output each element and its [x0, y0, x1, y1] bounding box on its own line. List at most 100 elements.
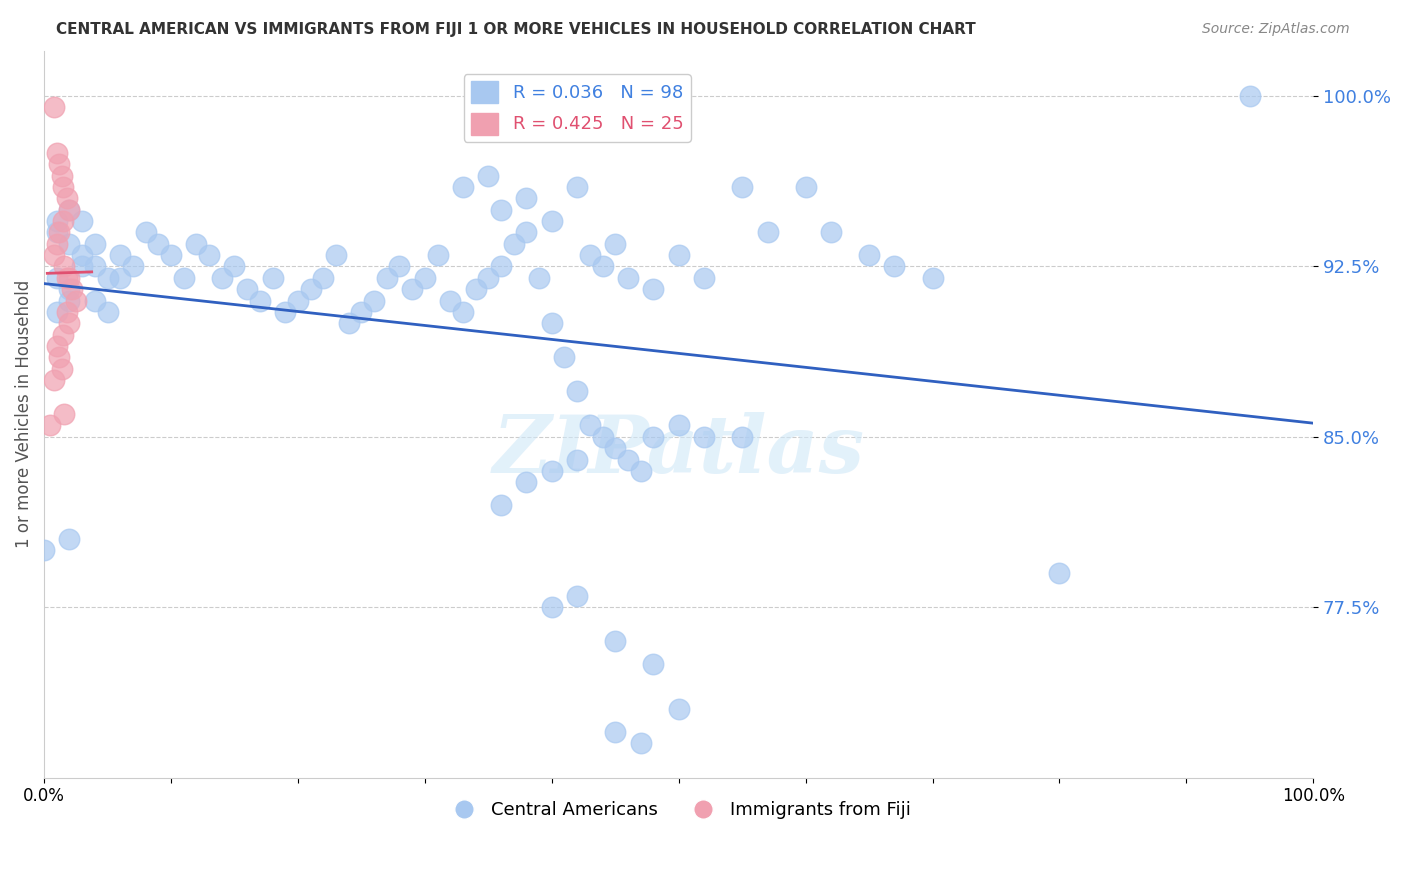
Point	[794, 180, 817, 194]
Point	[58, 316, 80, 330]
Point	[565, 384, 588, 399]
Text: Source: ZipAtlas.com: Source: ZipAtlas.com	[1202, 22, 1350, 37]
Point	[45, 145, 67, 160]
Point	[515, 475, 537, 490]
Point	[630, 464, 652, 478]
Point	[58, 282, 80, 296]
Point	[731, 180, 754, 194]
Point	[693, 270, 716, 285]
Point	[58, 202, 80, 217]
Point	[51, 169, 73, 183]
Point	[921, 270, 943, 285]
Point	[375, 270, 398, 285]
Point	[45, 339, 67, 353]
Point	[52, 327, 75, 342]
Point	[58, 202, 80, 217]
Point	[236, 282, 259, 296]
Point	[52, 214, 75, 228]
Point	[1049, 566, 1071, 581]
Point	[439, 293, 461, 308]
Point	[605, 236, 627, 251]
Point	[44, 248, 66, 262]
Point	[553, 351, 575, 365]
Point	[312, 270, 335, 285]
Point	[83, 236, 105, 251]
Point	[756, 226, 779, 240]
Point	[48, 226, 70, 240]
Point	[39, 418, 62, 433]
Point	[51, 361, 73, 376]
Point	[58, 270, 80, 285]
Point	[110, 270, 132, 285]
Point	[198, 248, 221, 262]
Point	[70, 214, 93, 228]
Point	[350, 305, 373, 319]
Point	[274, 305, 297, 319]
Point	[592, 430, 614, 444]
Point	[48, 157, 70, 171]
Point	[489, 260, 512, 274]
Point	[489, 498, 512, 512]
Point	[325, 248, 347, 262]
Point	[540, 464, 562, 478]
Point	[527, 270, 550, 285]
Point	[693, 430, 716, 444]
Point	[45, 305, 67, 319]
Point	[70, 248, 93, 262]
Point	[173, 270, 195, 285]
Point	[605, 634, 627, 648]
Point	[135, 226, 157, 240]
Point	[58, 532, 80, 546]
Point	[83, 293, 105, 308]
Point	[489, 202, 512, 217]
Point	[83, 260, 105, 274]
Point	[97, 270, 120, 285]
Point	[540, 316, 562, 330]
Point	[32, 543, 55, 558]
Point	[565, 589, 588, 603]
Point	[65, 293, 87, 308]
Point	[160, 248, 183, 262]
Point	[630, 737, 652, 751]
Point	[56, 191, 79, 205]
Point	[44, 100, 66, 114]
Point	[45, 270, 67, 285]
Point	[413, 270, 436, 285]
Point	[883, 260, 905, 274]
Y-axis label: 1 or more Vehicles in Household: 1 or more Vehicles in Household	[15, 280, 32, 549]
Point	[45, 236, 67, 251]
Point	[464, 282, 486, 296]
Point	[58, 293, 80, 308]
Point	[401, 282, 423, 296]
Point	[426, 248, 449, 262]
Point	[122, 260, 145, 274]
Point	[451, 180, 474, 194]
Point	[287, 293, 309, 308]
Point	[110, 248, 132, 262]
Point	[211, 270, 233, 285]
Point	[565, 452, 588, 467]
Point	[477, 270, 499, 285]
Text: CENTRAL AMERICAN VS IMMIGRANTS FROM FIJI 1 OR MORE VEHICLES IN HOUSEHOLD CORRELA: CENTRAL AMERICAN VS IMMIGRANTS FROM FIJI…	[56, 22, 976, 37]
Point	[643, 657, 665, 671]
Point	[45, 214, 67, 228]
Point	[643, 282, 665, 296]
Point	[262, 270, 284, 285]
Point	[579, 248, 602, 262]
Point	[565, 180, 588, 194]
Point	[477, 169, 499, 183]
Point	[820, 226, 842, 240]
Point	[592, 260, 614, 274]
Point	[668, 418, 690, 433]
Point	[668, 702, 690, 716]
Point	[224, 260, 246, 274]
Point	[58, 236, 80, 251]
Point	[45, 226, 67, 240]
Point	[299, 282, 322, 296]
Point	[56, 305, 79, 319]
Point	[44, 373, 66, 387]
Point	[540, 600, 562, 615]
Point	[540, 214, 562, 228]
Point	[70, 260, 93, 274]
Point	[605, 725, 627, 739]
